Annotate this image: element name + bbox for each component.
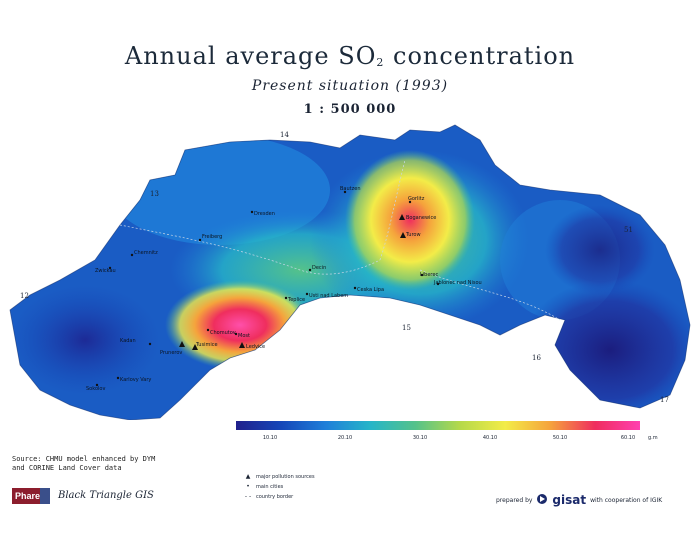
- dashed-line-icon: - -: [244, 493, 252, 500]
- title-rest: concentration: [384, 42, 576, 70]
- colorbar-tick: 30.10: [412, 435, 428, 441]
- city-label: Gorlitz: [408, 196, 425, 202]
- city-label: Tusimice: [195, 342, 218, 348]
- legend-item: • main cities: [244, 482, 315, 492]
- graticule-lon-16: 16: [532, 354, 541, 362]
- city-label: Decin: [312, 265, 326, 271]
- city-label: Ceska Lipa: [357, 287, 384, 293]
- city-label: Sokolov: [86, 386, 105, 392]
- so2-concentration-map: 13 14 15 16 17 12 50 51 Bautzen Gorlitz …: [9, 124, 691, 420]
- map-title: Annual average SO2 concentration: [0, 42, 700, 70]
- colorbar-tick: 60.10: [620, 435, 636, 441]
- city-label: Chomutov: [210, 330, 236, 336]
- graticule-lat-51: 51: [624, 226, 633, 234]
- city-markers: Bautzen Gorlitz Boganewice Turow Dresden…: [86, 186, 482, 392]
- graticule-lon-17: 17: [660, 396, 669, 404]
- city-label: Boganewice: [406, 215, 436, 221]
- source-line: and CORINE Land Cover data: [12, 464, 122, 472]
- concentration-colorbar: [236, 421, 640, 430]
- city-label: Zwickau: [95, 268, 116, 274]
- black-triangle-gis: Black Triangle GIS: [58, 490, 154, 501]
- city-label: Usti nad Labem: [309, 293, 348, 299]
- city-label: Most: [238, 333, 250, 339]
- gisat-logo: gisat: [552, 493, 587, 507]
- credits: prepared by gisat with cooperation of IG…: [496, 493, 662, 507]
- city-label: Freiberg: [202, 234, 222, 240]
- source-line: Source: CHMU model enhanced by DYM: [12, 455, 156, 463]
- colorbar-tick: 50.10: [552, 435, 568, 441]
- title-main: Annual average SO: [124, 42, 377, 70]
- map-subtitle: Present situation (1993): [251, 78, 449, 94]
- legend-label: main cities: [256, 484, 284, 490]
- colorbar-tick: 20.10: [337, 435, 353, 441]
- dot-icon: •: [246, 483, 250, 490]
- country-border-cz-pl: [419, 269, 561, 321]
- city-label: Dresden: [254, 211, 275, 217]
- graticule-lon-14: 14: [280, 131, 289, 139]
- phare-logo-flag: [40, 488, 50, 504]
- city-label: Bautzen: [340, 186, 361, 192]
- cooperation-label: with cooperation of IGIK: [590, 496, 663, 504]
- country-border-cz-de: [119, 224, 381, 275]
- city-label: Chemnitz: [134, 250, 158, 256]
- city-label: Kadan: [120, 338, 136, 344]
- legend-item: ▲ major pollution sources: [244, 472, 315, 482]
- gisat-logo-icon: [536, 493, 548, 507]
- triangle-icon: ▲: [245, 473, 251, 480]
- city-label: Teplice: [287, 297, 305, 303]
- colorbar-tick: 40.10: [482, 435, 498, 441]
- city-label: Turow: [405, 232, 421, 238]
- legend-item: - - country border: [244, 492, 315, 502]
- title-subscript: 2: [376, 56, 385, 69]
- graticule-lat-12: 12: [20, 292, 29, 300]
- city-label: Karlovy Vary: [120, 377, 151, 383]
- colorbar-tick: 10.10: [262, 435, 278, 441]
- map-legend: ▲ major pollution sources • main cities - …: [244, 472, 315, 502]
- source-note: Source: CHMU model enhanced by DYM and C…: [12, 455, 155, 473]
- city-label: Prunerov: [160, 350, 182, 356]
- prepared-by-label: prepared by: [496, 496, 533, 504]
- graticule-lon-13: 13: [150, 190, 159, 198]
- city-label: Liberec: [420, 272, 438, 278]
- graticule-lon-15: 15: [402, 324, 411, 332]
- city-label: Jablonec nad Nisou: [433, 280, 482, 286]
- legend-label: country border: [256, 494, 294, 500]
- map-scale: 1 : 500 000: [303, 102, 397, 117]
- colorbar-unit: g.m: [648, 435, 658, 441]
- city-label: Ledvice: [246, 344, 265, 350]
- legend-label: major pollution sources: [256, 474, 315, 480]
